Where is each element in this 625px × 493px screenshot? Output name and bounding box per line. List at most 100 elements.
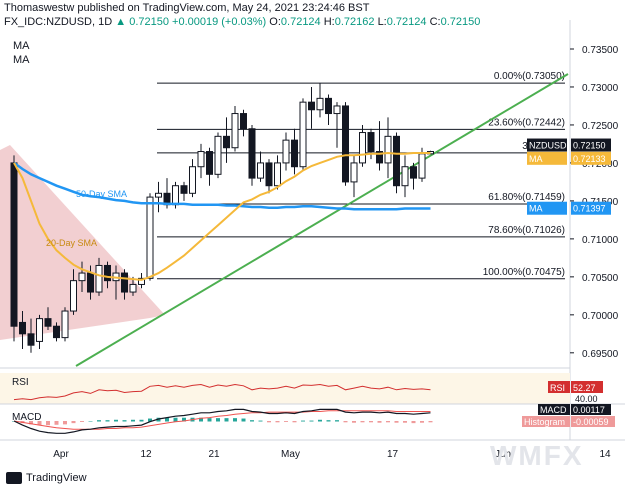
candle-body bbox=[70, 280, 77, 312]
macd-histogram-bar bbox=[63, 421, 67, 425]
candle-body bbox=[401, 166, 409, 187]
time-tick-label: 17 bbox=[387, 449, 399, 460]
macd-histogram-bar bbox=[275, 421, 280, 423]
open-label: O: bbox=[269, 16, 281, 28]
macd-histogram-bar bbox=[139, 419, 144, 422]
wmfx-watermark: WMFX bbox=[490, 440, 584, 471]
rsi-panel-background bbox=[0, 373, 570, 404]
candle-body bbox=[410, 166, 417, 179]
time-tick-label: May bbox=[281, 449, 300, 460]
candle-body bbox=[359, 132, 366, 164]
macd-histogram-bar bbox=[250, 420, 254, 422]
macd-tag-name: MACD bbox=[540, 405, 567, 415]
time-tick-label: 14 bbox=[599, 449, 611, 460]
ma-legend-1[interactable]: MA bbox=[13, 40, 30, 52]
fib-level-label: 61.80%(0.71459) bbox=[488, 192, 565, 203]
tradingview-footer[interactable]: TradingView bbox=[6, 472, 87, 484]
macd-signal-line bbox=[13, 410, 431, 430]
candle-body bbox=[333, 105, 341, 115]
macd-histogram-bar bbox=[360, 421, 365, 423]
candle-body bbox=[104, 264, 111, 282]
macd-tag-value-box bbox=[571, 404, 611, 415]
price-tick-label: 0.72500 bbox=[582, 121, 619, 132]
price-tag-value: 0.71397 bbox=[573, 204, 606, 214]
candle-body bbox=[180, 185, 188, 194]
symbol-up-arrow-icon: ▲ bbox=[115, 16, 127, 28]
histogram-tag-value: -0.00059 bbox=[573, 417, 609, 427]
symbol-name: FX_IDC:NZDUSD, 1D bbox=[4, 16, 113, 28]
candle-body bbox=[257, 162, 264, 179]
candle-body bbox=[282, 139, 290, 164]
fib-level-label: 78.60%(0.71026) bbox=[488, 225, 565, 236]
price-tag-value: 0.72150 bbox=[573, 141, 606, 151]
macd-histogram-bar bbox=[267, 421, 271, 423]
rsi-axis-tick: 40.00 bbox=[575, 394, 598, 404]
price-tag-name: NZDUSD bbox=[529, 141, 567, 151]
candle-body bbox=[189, 166, 196, 194]
macd-histogram-bar bbox=[88, 421, 93, 422]
macd-histogram-bar bbox=[369, 421, 373, 423]
price-tag-name-box bbox=[527, 201, 567, 215]
tradingview-brand: TradingView bbox=[26, 472, 87, 484]
macd-histogram-bar bbox=[292, 421, 297, 423]
candle-body bbox=[299, 101, 307, 168]
candle-body bbox=[197, 151, 205, 168]
candle-body bbox=[316, 97, 324, 111]
macd-histogram-bar bbox=[54, 421, 59, 425]
rsi-tag-value: 52.27 bbox=[573, 383, 596, 393]
candle-body bbox=[376, 151, 383, 164]
price-tick-label: 0.70000 bbox=[582, 311, 619, 322]
macd-histogram-bar bbox=[199, 417, 203, 422]
candle-body bbox=[265, 162, 273, 187]
candle-body bbox=[231, 113, 239, 149]
rsi-label: RSI bbox=[12, 377, 29, 388]
candle-body bbox=[223, 135, 230, 149]
candle-body bbox=[36, 318, 43, 342]
publisher-line: Thomaswestw published on TradingView.com… bbox=[4, 2, 370, 14]
macd-histogram-bar bbox=[216, 418, 220, 422]
macd-histogram-bar bbox=[301, 420, 305, 422]
macd-histogram-bar bbox=[386, 421, 390, 423]
macd-histogram-bar bbox=[80, 421, 84, 422]
macd-histogram-bar bbox=[207, 418, 212, 422]
candle-body bbox=[248, 128, 256, 179]
candle-body bbox=[146, 196, 154, 279]
price-tick-label: 0.69500 bbox=[582, 349, 619, 360]
price-tag-name: MA bbox=[529, 204, 543, 214]
candle-body bbox=[308, 101, 315, 111]
low-value: 0.72124 bbox=[386, 16, 427, 28]
rsi-tag-value-box bbox=[571, 381, 603, 393]
ma-legend-2[interactable]: MA bbox=[13, 54, 30, 66]
macd-histogram-bar bbox=[352, 421, 356, 423]
price-tag-name: MA bbox=[529, 154, 543, 164]
macd-tag-value: 0.00117 bbox=[573, 405, 605, 415]
macd-histogram-bar bbox=[335, 420, 339, 422]
macd-histogram-bar bbox=[224, 418, 229, 422]
macd-histogram-bar bbox=[97, 420, 101, 422]
close-value: 0.72150 bbox=[440, 16, 481, 28]
time-tick-label: 21 bbox=[208, 449, 220, 460]
price-change: +0.00019 (+0.03%) bbox=[172, 16, 267, 28]
candle-body bbox=[61, 310, 69, 339]
candle-body bbox=[393, 135, 400, 187]
fib-level-label: 0.00%(0.73050) bbox=[494, 71, 565, 82]
candle-body bbox=[53, 325, 60, 339]
candle-body bbox=[95, 264, 103, 293]
macd-histogram-bar bbox=[71, 421, 76, 424]
candle-body bbox=[19, 321, 26, 335]
candle-body bbox=[27, 333, 35, 346]
candle-body bbox=[87, 272, 94, 293]
ascending-trendline bbox=[75, 73, 569, 367]
high-value: 0.72162 bbox=[334, 16, 375, 28]
candle-body bbox=[138, 277, 145, 285]
macd-histogram-bar bbox=[122, 420, 127, 422]
macd-histogram-bar bbox=[241, 418, 246, 422]
sma20-line bbox=[13, 151, 431, 281]
macd-histogram-bar bbox=[46, 421, 50, 426]
candle-body bbox=[44, 318, 52, 327]
symbol-line: FX_IDC:NZDUSD, 1D ▲ 0.72150 +0.00019 (+0… bbox=[4, 16, 480, 28]
macd-histogram-bar bbox=[258, 420, 263, 422]
price-tick-label: 0.73500 bbox=[582, 45, 619, 56]
